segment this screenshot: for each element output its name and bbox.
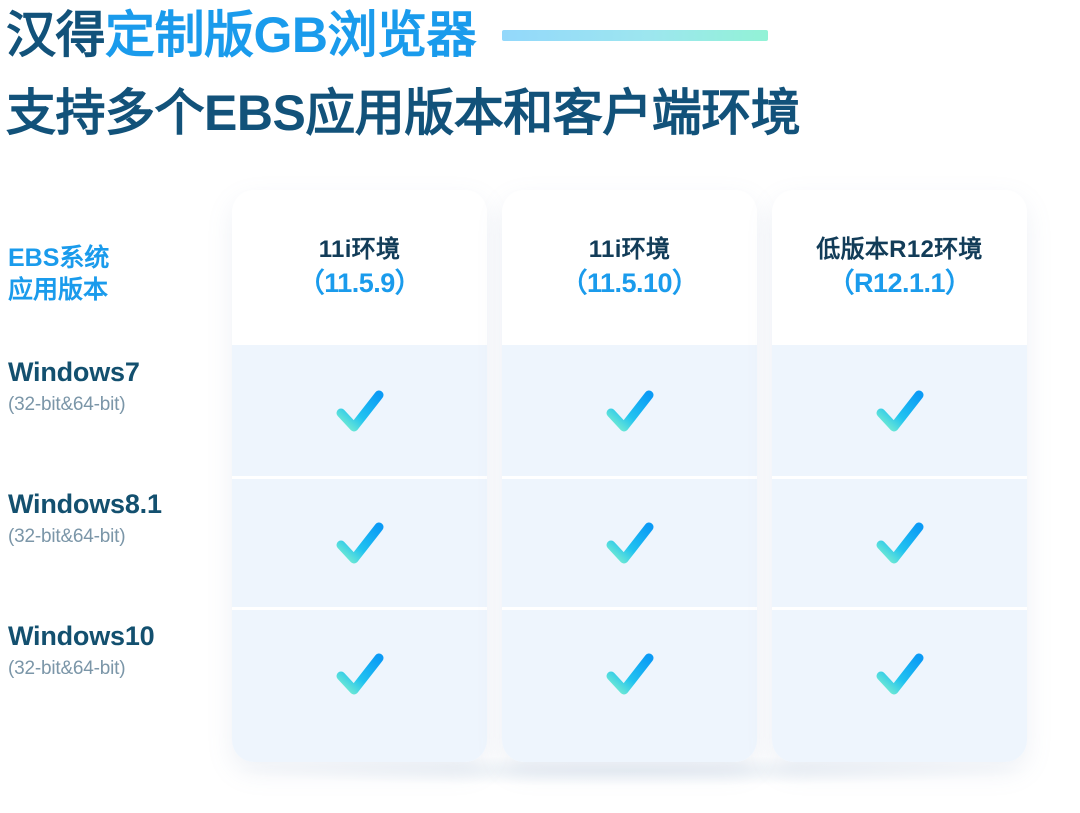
title-subtitle: 支持多个EBS应用版本和客户端环境 bbox=[6, 85, 801, 141]
row-label-windows81: Windows8.1 (32-bit&64-bit) bbox=[4, 489, 230, 548]
row-header-line-2: 应用版本 bbox=[8, 276, 109, 304]
cell-windows10-11i1159 bbox=[232, 607, 487, 738]
check-icon bbox=[599, 380, 661, 442]
column-header-line-1: 低版本R12环境 bbox=[816, 235, 983, 263]
column-header-line-2: （11.5.9） bbox=[297, 267, 422, 298]
column-header-line-2: （R12.1.1） bbox=[827, 267, 972, 298]
row-header-line-1: EBS系统 bbox=[8, 244, 110, 272]
title-brand: 汉得 bbox=[6, 7, 106, 63]
column-header-line-1: 11i环境 bbox=[318, 235, 401, 263]
check-icon bbox=[329, 380, 391, 442]
column-card-11i-11510: 11i环境 （11.5.10） bbox=[502, 190, 757, 762]
row-label-sub: (32-bit&64-bit) bbox=[8, 657, 126, 679]
column-header-line-2: （11.5.10） bbox=[560, 267, 699, 298]
check-icon bbox=[869, 643, 931, 705]
compatibility-matrix: EBS系统 应用版本 Windows7 (32-bit&64-bit) Wind… bbox=[0, 190, 1080, 790]
cell-windows10-r121211 bbox=[772, 607, 1027, 738]
cell-windows81-11i11510 bbox=[502, 476, 757, 607]
column-header: 低版本R12环境 （R12.1.1） bbox=[772, 190, 1027, 345]
check-icon bbox=[599, 643, 661, 705]
column-card-11i-1159: 11i环境 （11.5.9） bbox=[232, 190, 487, 762]
row-header-label: EBS系统 应用版本 bbox=[4, 242, 230, 306]
check-icon bbox=[869, 380, 931, 442]
check-icon bbox=[869, 512, 931, 574]
check-icon bbox=[329, 643, 391, 705]
row-label-sub: (32-bit&64-bit) bbox=[8, 393, 126, 415]
row-label-windows10: Windows10 (32-bit&64-bit) bbox=[4, 621, 230, 680]
row-label-sub: (32-bit&64-bit) bbox=[8, 525, 126, 547]
title-product: 定制版GB浏览器 bbox=[105, 7, 477, 63]
column-body bbox=[232, 345, 487, 762]
column-body bbox=[772, 345, 1027, 762]
row-label-name: Windows8.1 bbox=[8, 489, 162, 519]
title-line-2: 支持多个EBS应用版本和客户端环境 bbox=[6, 82, 1066, 144]
column-header-line-1: 11i环境 bbox=[588, 235, 671, 263]
row-label-windows7: Windows7 (32-bit&64-bit) bbox=[4, 357, 230, 416]
title-line-1: 汉得 定制版GB浏览器 bbox=[6, 4, 1066, 66]
row-label-name: Windows7 bbox=[8, 357, 140, 387]
cell-windows10-11i11510 bbox=[502, 607, 757, 738]
check-icon bbox=[599, 512, 661, 574]
cell-windows81-11i1159 bbox=[232, 476, 487, 607]
cell-windows7-11i1159 bbox=[232, 345, 487, 476]
title-block: 汉得 定制版GB浏览器 支持多个EBS应用版本和客户端环境 bbox=[6, 4, 1066, 144]
row-label-column: EBS系统 应用版本 Windows7 (32-bit&64-bit) Wind… bbox=[0, 190, 232, 762]
title-rule-decoration bbox=[502, 29, 768, 41]
column-card-r12-1211: 低版本R12环境 （R12.1.1） bbox=[772, 190, 1027, 762]
check-icon bbox=[329, 512, 391, 574]
row-label-name: Windows10 bbox=[8, 621, 155, 651]
column-body bbox=[502, 345, 757, 762]
cell-windows7-r121211 bbox=[772, 345, 1027, 476]
column-header: 11i环境 （11.5.10） bbox=[502, 190, 757, 345]
cell-windows81-r121211 bbox=[772, 476, 1027, 607]
cell-windows7-11i11510 bbox=[502, 345, 757, 476]
column-header: 11i环境 （11.5.9） bbox=[232, 190, 487, 345]
